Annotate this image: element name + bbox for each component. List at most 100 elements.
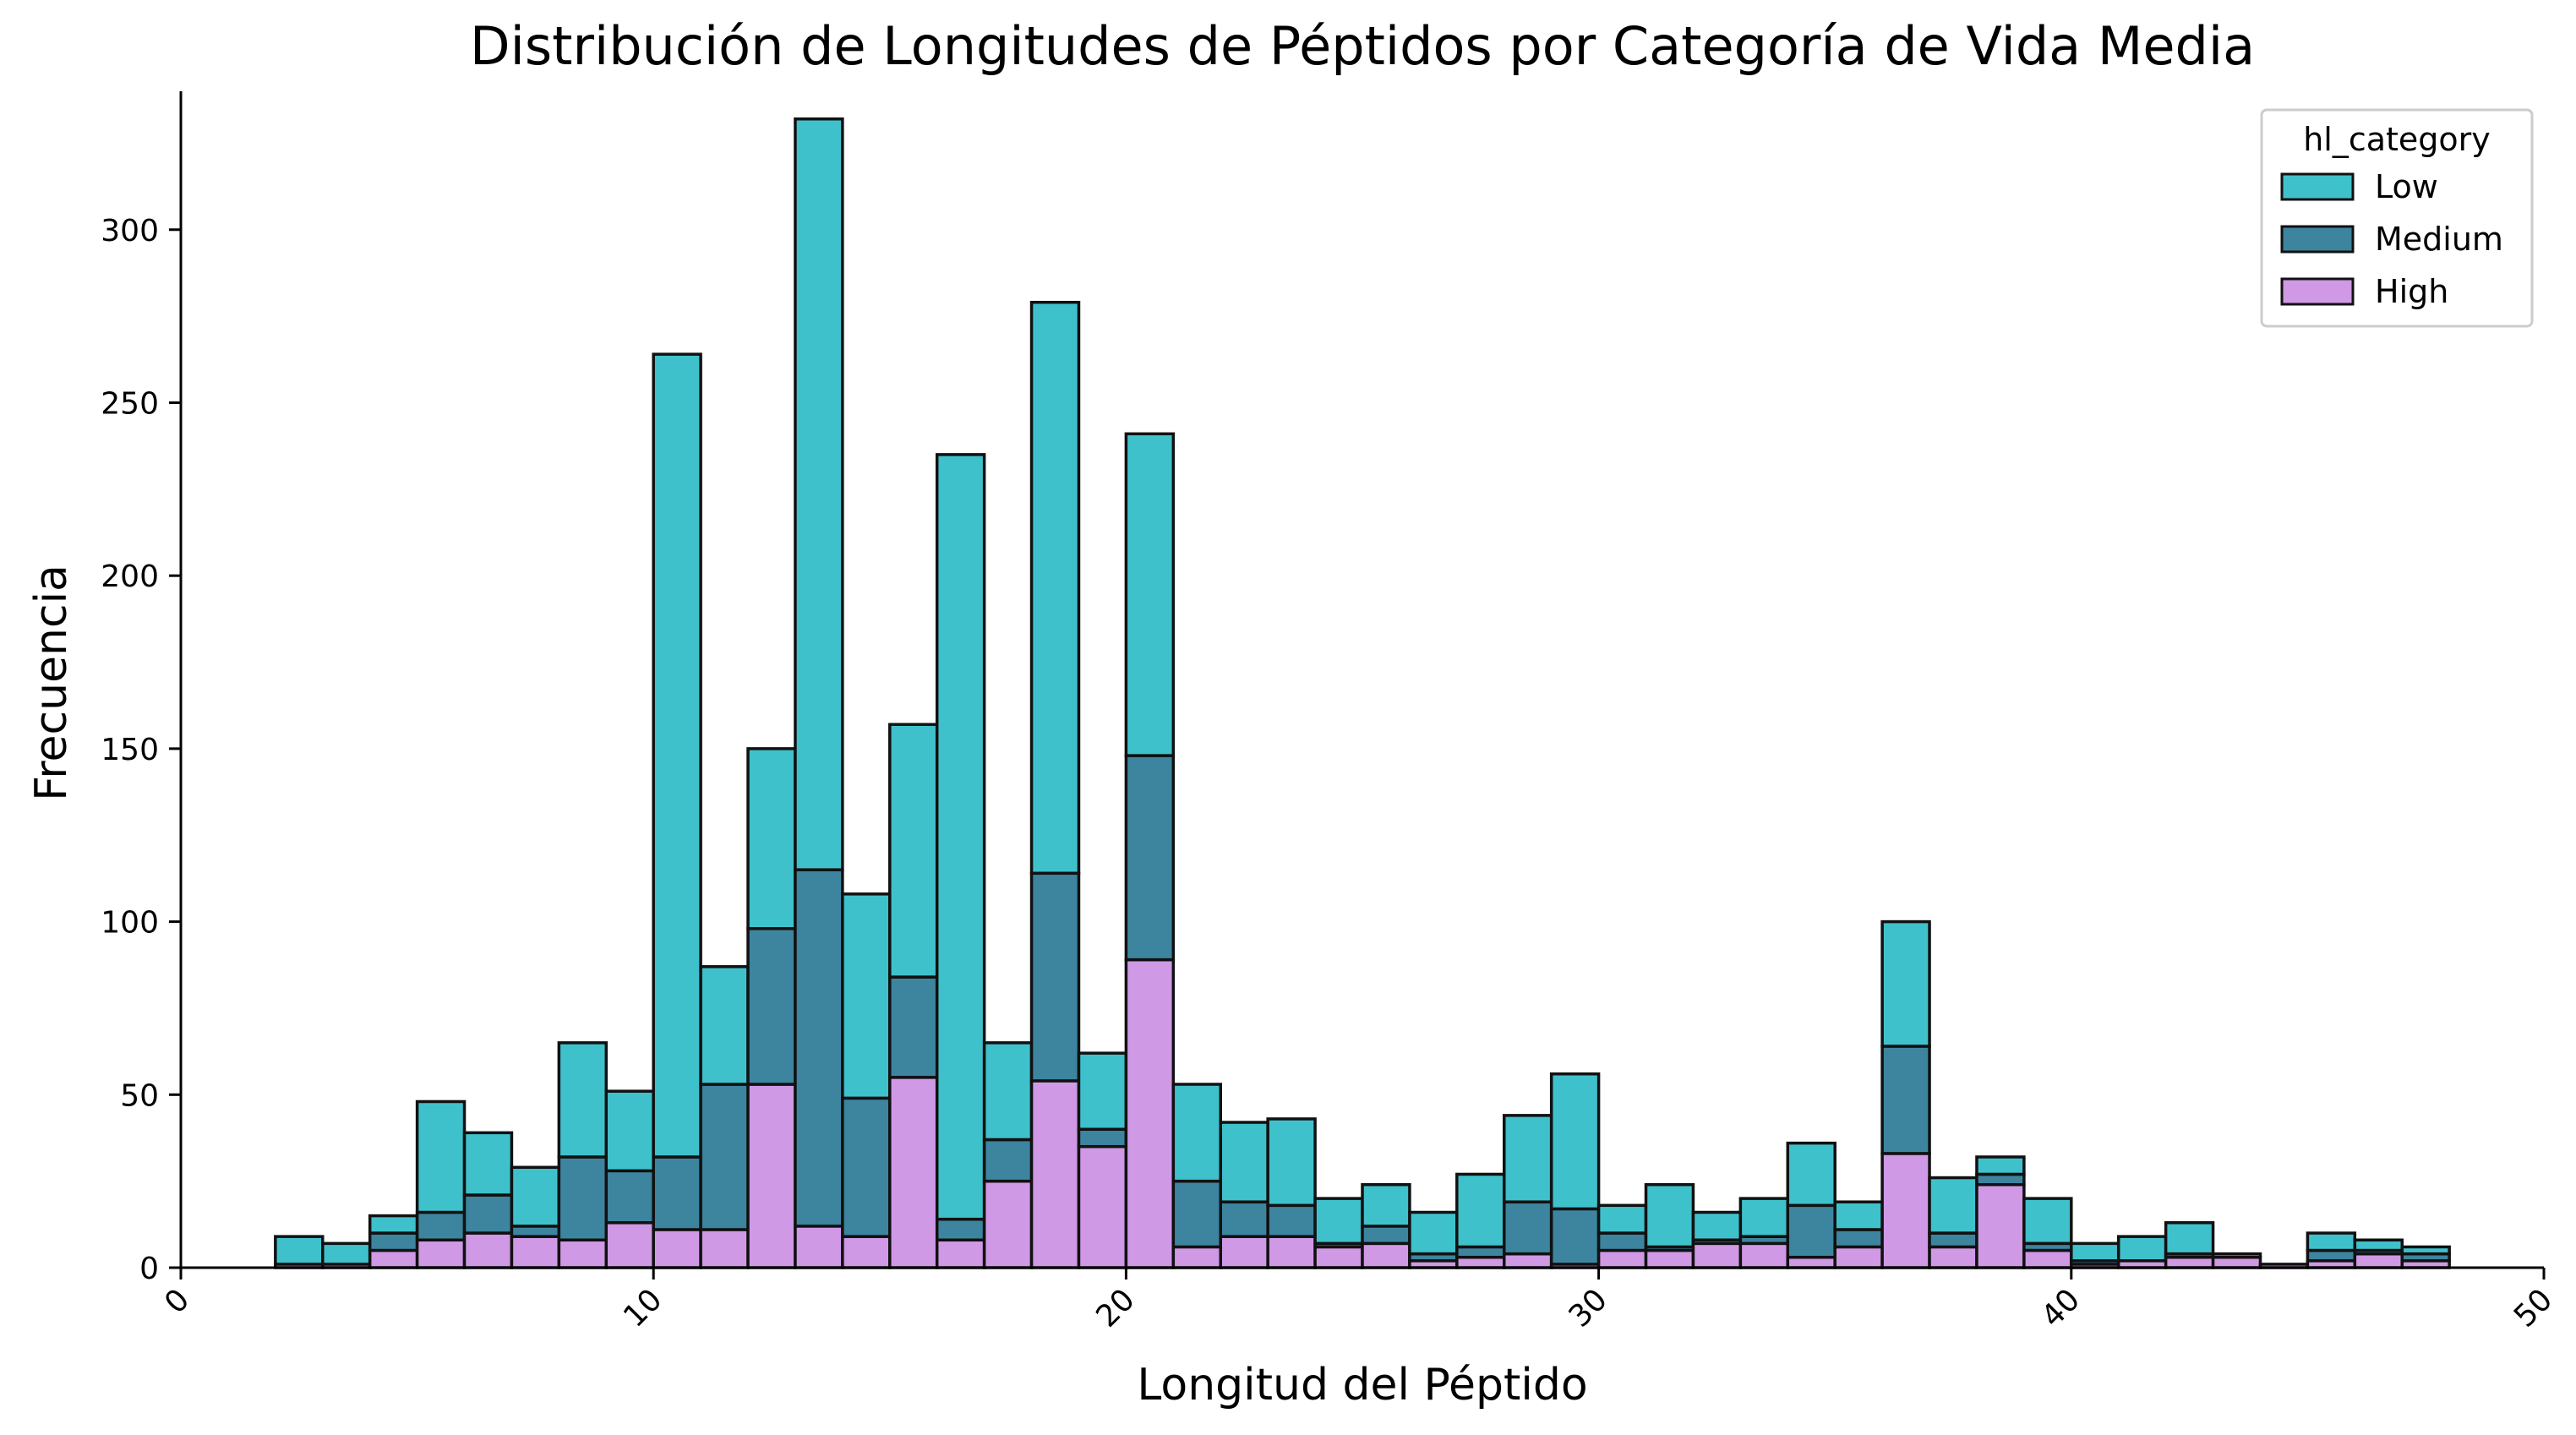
bar-high-19 [1171, 1245, 1222, 1269]
bar-low-7 [604, 1089, 655, 1173]
bar-medium-25 [1455, 1245, 1506, 1259]
bar-low-30 [1691, 1210, 1743, 1241]
bar-low-23 [1361, 1182, 1411, 1228]
bar-low-33 [1833, 1200, 1884, 1231]
bar-low-4 [462, 1131, 514, 1197]
bar-high-33 [1833, 1245, 1884, 1269]
bars-layer [274, 117, 2451, 1269]
bar-low-25 [1455, 1172, 1506, 1249]
bar-medium-15 [982, 1138, 1034, 1183]
y-tick-label: 0 [139, 1252, 159, 1286]
bar-medium-21 [1266, 1203, 1317, 1238]
bar-high-7 [604, 1221, 655, 1269]
bar-low-24 [1408, 1210, 1459, 1256]
bar-medium-36 [1975, 1172, 2026, 1187]
bar-medium-43 [2306, 1248, 2357, 1263]
bar-high-9 [699, 1228, 750, 1269]
bar-low-32 [1786, 1141, 1836, 1208]
bar-medium-10 [746, 927, 797, 1086]
bar-medium-12 [841, 1096, 892, 1238]
bar-low-18 [1124, 432, 1176, 757]
bar-high-16 [1029, 1079, 1081, 1269]
legend-label-high: High [2375, 273, 2448, 310]
bar-low-31 [1738, 1197, 1790, 1238]
bar-high-31 [1738, 1241, 1790, 1269]
bar-medium-35 [1928, 1231, 1978, 1249]
bar-low-39 [2116, 1235, 2168, 1263]
legend-label-medium: Medium [2375, 221, 2503, 258]
bar-high-34 [1880, 1152, 1931, 1269]
bar-medium-26 [1503, 1200, 1553, 1256]
bar-medium-3 [415, 1210, 467, 1241]
bar-medium-6 [557, 1155, 609, 1241]
x-axis-label: Longitud del Péptido [1137, 1360, 1587, 1410]
bar-high-10 [746, 1083, 797, 1269]
bar-medium-23 [1361, 1225, 1411, 1246]
bar-medium-17 [1077, 1127, 1128, 1149]
bar-medium-7 [604, 1169, 655, 1225]
bar-high-13 [888, 1076, 939, 1269]
bar-high-14 [935, 1238, 986, 1269]
bar-high-15 [982, 1179, 1034, 1269]
bar-low-9 [699, 965, 750, 1086]
bar-high-23 [1361, 1241, 1411, 1269]
legend-swatch-high [2280, 277, 2355, 306]
bar-high-2 [368, 1248, 419, 1269]
bar-high-3 [415, 1238, 467, 1269]
bar-high-22 [1313, 1245, 1364, 1269]
bar-low-10 [746, 747, 797, 930]
bar-high-41 [2211, 1255, 2262, 1269]
bar-medium-33 [1833, 1228, 1884, 1249]
bar-medium-19 [1171, 1179, 1222, 1249]
bar-medium-18 [1124, 754, 1176, 962]
bar-low-6 [557, 1041, 609, 1159]
y-tick-label: 100 [101, 906, 159, 941]
bar-low-45 [2400, 1245, 2451, 1256]
bar-medium-2 [368, 1231, 419, 1252]
bar-high-18 [1124, 958, 1176, 1269]
bar-medium-34 [1880, 1045, 1931, 1155]
bar-low-44 [2353, 1238, 2404, 1252]
bar-low-38 [2070, 1241, 2120, 1263]
bar-medium-16 [1029, 871, 1081, 1083]
bar-low-8 [652, 352, 702, 1159]
bar-high-44 [2353, 1252, 2404, 1269]
bar-high-8 [652, 1228, 702, 1269]
bar-low-19 [1171, 1083, 1222, 1183]
y-tick-label: 250 [101, 386, 159, 421]
bar-low-29 [1644, 1182, 1695, 1249]
bar-medium-4 [462, 1193, 514, 1235]
bar-high-25 [1455, 1255, 1506, 1269]
bar-low-36 [1975, 1155, 2026, 1176]
y-axis-label: Frecuencia [26, 565, 77, 801]
y-tick-label: 300 [101, 214, 159, 248]
bar-low-40 [2164, 1221, 2215, 1256]
bar-low-28 [1596, 1203, 1648, 1235]
bar-high-17 [1077, 1144, 1128, 1269]
legend-label-low: Low [2375, 168, 2438, 205]
bar-medium-20 [1219, 1200, 1269, 1238]
bar-medium-14 [935, 1217, 986, 1241]
bar-low-3 [415, 1099, 467, 1214]
bar-high-12 [841, 1235, 892, 1269]
bar-high-11 [794, 1225, 844, 1269]
bar-low-20 [1219, 1121, 1269, 1203]
bar-high-35 [1928, 1245, 1978, 1269]
bar-low-17 [1077, 1051, 1128, 1131]
bar-low-34 [1880, 919, 1931, 1048]
legend-swatch-low [2280, 172, 2355, 201]
bar-low-27 [1549, 1072, 1601, 1211]
bar-high-21 [1266, 1235, 1317, 1269]
y-tick-label: 200 [101, 559, 159, 594]
bar-low-26 [1503, 1114, 1553, 1203]
bar-low-11 [794, 117, 844, 871]
bar-low-16 [1029, 300, 1081, 876]
bar-high-29 [1644, 1248, 1695, 1269]
bar-low-37 [2022, 1197, 2073, 1246]
bar-medium-32 [1786, 1203, 1836, 1259]
bar-low-21 [1266, 1117, 1317, 1208]
bar-low-5 [510, 1165, 561, 1228]
chart-title: Distribución de Longitudes de Péptidos p… [470, 15, 2255, 77]
